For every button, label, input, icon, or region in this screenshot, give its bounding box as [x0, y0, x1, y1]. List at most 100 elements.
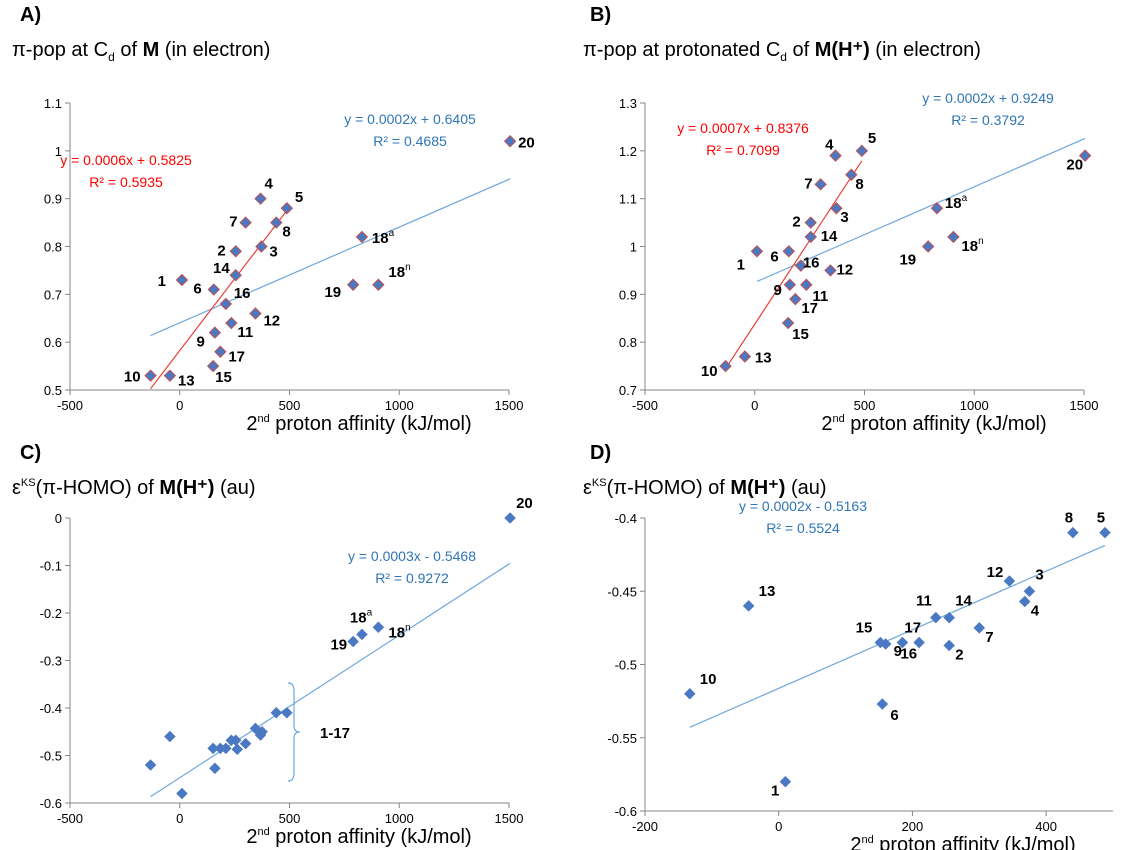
point-label: 7 — [985, 629, 993, 646]
point-label: 17 — [801, 300, 818, 317]
x-tick-label: -500 — [57, 811, 83, 826]
data-point — [504, 512, 516, 524]
trendline-equation: y = 0.0003x - 0.5468 — [348, 548, 476, 564]
point-label: 15 — [856, 620, 873, 637]
point-label: 14 — [821, 228, 838, 245]
y-tick-label: -0.4 — [615, 511, 637, 526]
point-label: 6 — [193, 281, 201, 298]
data-point — [503, 135, 517, 148]
data-point — [943, 611, 956, 624]
data-point — [683, 687, 696, 700]
data-point — [874, 636, 887, 649]
point-label: 2 — [955, 646, 963, 663]
point-label: 9 — [197, 334, 205, 351]
point-label: 4 — [1031, 603, 1040, 620]
trendline-blue — [689, 544, 1106, 728]
y-tick-label: 1.1 — [44, 96, 62, 111]
data-point — [347, 635, 360, 648]
point-label: 19 — [899, 252, 916, 269]
data-point — [255, 240, 268, 253]
data-point — [750, 245, 764, 258]
panel-letter: B) — [590, 4, 611, 26]
data-point — [176, 787, 188, 800]
data-point — [256, 725, 268, 738]
point-label: 8 — [282, 224, 290, 241]
data-point — [281, 706, 293, 719]
point-label: 12 — [836, 261, 853, 278]
data-point — [855, 144, 869, 158]
data-point — [845, 168, 858, 181]
y-tick-label: -0.3 — [40, 654, 62, 669]
point-label: 6 — [770, 248, 778, 265]
x-axis-label: 2nd proton affinity (kJ/mol) — [821, 413, 1046, 435]
data-point — [800, 278, 813, 291]
trendline-equation: y = 0.0002x + 0.9249 — [922, 90, 1054, 106]
x-tick-label: 1000 — [385, 398, 414, 413]
y-tick-label: 0.9 — [44, 192, 62, 207]
data-point — [270, 706, 283, 719]
point-label: 18n — [961, 236, 983, 255]
y-tick-label: -0.5 — [40, 749, 62, 764]
data-point — [270, 216, 283, 229]
trendline-red — [725, 160, 863, 370]
point-label: 20 — [518, 134, 535, 151]
y-tick-label: 1.1 — [619, 192, 637, 207]
point-label: 12 — [987, 564, 1004, 581]
data-point — [829, 149, 842, 162]
trendline-red — [150, 210, 288, 390]
point-label: 20 — [1066, 157, 1083, 174]
point-label: 12 — [263, 312, 280, 329]
x-axis-label: 2nd proton affinity (kJ/mol) — [246, 413, 471, 435]
data-point — [947, 230, 960, 244]
trendline-r2: R² = 0.7099 — [706, 142, 780, 158]
data-point — [239, 216, 252, 229]
point-label: 13 — [759, 583, 776, 600]
chart-panel-b: B) π-pop at protonated Cd of M(H⁺) (in el… — [583, 4, 1098, 435]
data-point — [214, 345, 227, 358]
data-point — [209, 762, 221, 775]
chart-panel-c: C) εKS(π-HOMO) of M(H⁺) (au) -0.6 -0.5 -0.4 -… — [12, 442, 533, 848]
data-point — [929, 611, 942, 624]
bracket-label: 1-17 — [320, 725, 350, 742]
data-point — [208, 326, 222, 339]
point-label: 2 — [792, 214, 800, 231]
trendline-blue — [150, 178, 511, 337]
point-label: 15 — [215, 369, 232, 386]
y-tick-label: 0.7 — [44, 287, 62, 302]
data-point — [249, 722, 262, 735]
x-tick-label: 0 — [176, 398, 183, 413]
point-label: 18n — [388, 622, 410, 641]
point-label: 10 — [700, 671, 717, 688]
x-tick-label: 500 — [279, 398, 301, 413]
data-point — [913, 636, 925, 649]
data-point — [355, 230, 369, 244]
x-tick-label: -200 — [632, 819, 658, 834]
chart-title: εKS(π-HOMO) of M(H⁺) (au) — [12, 477, 256, 499]
x-tick-label: 1500 — [495, 811, 524, 826]
chart-title: εKS(π-HOMO) of M(H⁺) (au) — [583, 477, 827, 499]
point-label: 14 — [955, 593, 972, 610]
data-point — [824, 264, 837, 277]
data-point — [225, 316, 238, 330]
data-point — [372, 621, 385, 634]
point-label: 18a — [945, 193, 968, 212]
point-label: 4 — [265, 176, 274, 193]
trendline-r2: R² = 0.5935 — [89, 174, 163, 190]
data-point — [254, 192, 267, 205]
data-point — [1023, 585, 1036, 598]
x-tick-label: 200 — [902, 819, 924, 834]
point-label: 15 — [792, 326, 809, 343]
x-axis-label: 2nd proton affinity (kJ/mol) — [850, 834, 1075, 850]
data-point — [1018, 595, 1031, 608]
data-point — [356, 628, 368, 641]
data-point — [239, 737, 252, 750]
data-point — [738, 350, 752, 363]
data-point — [876, 698, 889, 710]
point-label: 1 — [737, 256, 745, 273]
y-tick-label: -0.1 — [40, 559, 62, 574]
data-point — [973, 622, 986, 634]
trendline-equation: y = 0.0002x - 0.5163 — [739, 498, 867, 514]
point-label: 5 — [295, 189, 303, 206]
data-point — [943, 639, 956, 652]
data-point — [804, 230, 817, 244]
